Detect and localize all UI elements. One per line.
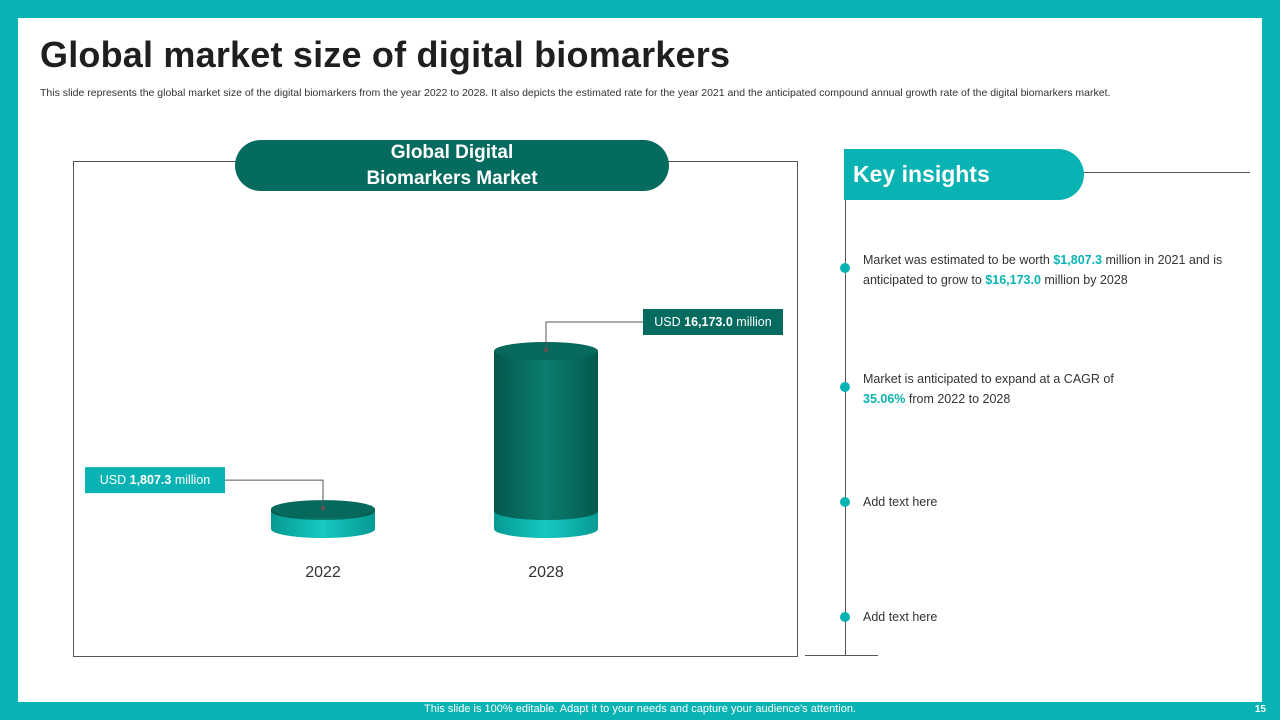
bar-2028 bbox=[494, 342, 598, 538]
chart-title-line1: Global Digital bbox=[390, 141, 514, 163]
insight-item-2: Market is anticipated to expand at a CAG… bbox=[863, 372, 1114, 406]
insight-item-4: Add text here bbox=[863, 610, 938, 624]
chart-title-line2: Biomarkers Market bbox=[366, 167, 538, 189]
slide: Global market size of digital biomarkers… bbox=[18, 18, 1262, 702]
insight-item-1: Market was estimated to be worth $1,807.… bbox=[863, 253, 1223, 287]
leader-line bbox=[225, 479, 324, 509]
chart-title: Global Digital Biomarkers Market bbox=[235, 140, 669, 191]
page-subtitle: This slide represents the global market … bbox=[40, 87, 1111, 99]
heading-rule bbox=[1084, 172, 1250, 173]
footer-note: This slide is 100% editable. Adapt it to… bbox=[424, 703, 856, 715]
data-label: USD 1,807.3 million bbox=[85, 467, 225, 494]
key-insights-heading: Key insights bbox=[844, 149, 1084, 200]
timeline-base bbox=[805, 655, 878, 656]
insight-bullet-icon bbox=[840, 263, 850, 273]
page-title: Global market size of digital biomarkers bbox=[40, 34, 731, 75]
market-chart: 2022 USD 1,807.3 million 2028 USD 16,173.0 … bbox=[85, 309, 783, 581]
data-label: USD 16,173.0 million bbox=[643, 309, 783, 335]
insight-bullet-icon bbox=[840, 612, 850, 622]
page-number: 15 bbox=[1254, 704, 1266, 715]
insights-timeline bbox=[845, 200, 846, 656]
leader-line bbox=[545, 321, 643, 350]
insight-bullet-icon bbox=[840, 382, 850, 392]
bar-body bbox=[494, 351, 598, 520]
svg-text:USD 16,173.0 million: USD 16,173.0 million bbox=[654, 315, 771, 329]
insight-item-3: Add text here bbox=[863, 495, 938, 509]
insight-bullet-icon bbox=[840, 497, 850, 507]
x-tick-label: 2028 bbox=[528, 564, 564, 581]
x-tick-label: 2022 bbox=[305, 564, 341, 581]
svg-text:USD 1,807.3 million: USD 1,807.3 million bbox=[100, 473, 211, 487]
